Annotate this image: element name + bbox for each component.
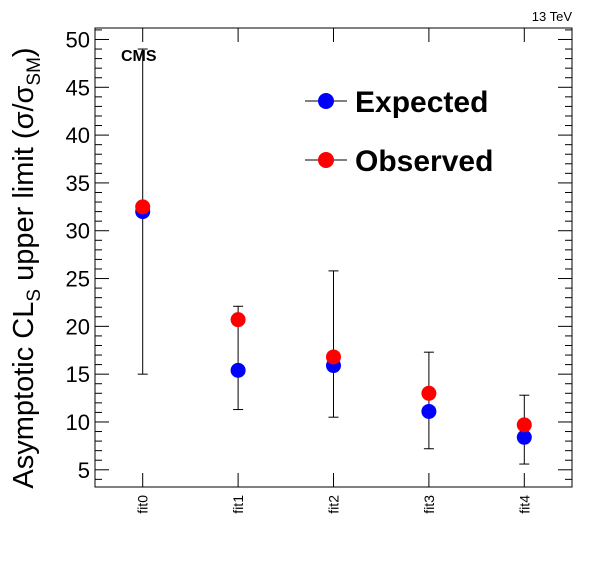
y-tick-label: 35 xyxy=(66,171,90,196)
plot-frame xyxy=(94,27,573,488)
expected-point xyxy=(421,403,437,419)
y-tick-label: 15 xyxy=(66,362,90,387)
x-tick-label: fit0 xyxy=(135,495,151,514)
legend: Expected Observed xyxy=(305,86,493,178)
observed-point xyxy=(516,417,532,433)
y-tick-label: 30 xyxy=(66,219,90,244)
expected-point xyxy=(516,429,532,445)
y-tick-label: 5 xyxy=(78,458,90,483)
observed-point xyxy=(135,199,151,215)
y-tick-label: 20 xyxy=(66,314,90,339)
legend-label-observed: Observed xyxy=(355,145,493,178)
y-axis: 5 10 15 20 25 30 35 40 45 50 xyxy=(66,27,572,483)
x-axis: fit0 fit1 fit2 fit3 fit4 xyxy=(135,28,532,514)
cms-label: CMS xyxy=(121,48,157,65)
markers xyxy=(135,199,532,445)
observed-point xyxy=(230,312,246,328)
legend-marker-observed xyxy=(318,152,334,168)
y-axis-title: Asymptotic CLS upper limit (σ/σSM) xyxy=(8,47,45,488)
x-tick-label: fit4 xyxy=(516,495,532,514)
observed-point xyxy=(326,349,341,365)
observed-point xyxy=(421,385,437,401)
x-tick-label: fit2 xyxy=(326,495,342,514)
x-tick-label: fit3 xyxy=(421,495,437,514)
y-axis-title-main: Asymptotic CL xyxy=(8,302,40,489)
y-axis-title-sub-sm: SM xyxy=(24,57,45,86)
y-axis-title-close: ) xyxy=(8,47,40,57)
y-axis-title-rest: upper limit (σ/σ xyxy=(8,85,40,288)
y-axis-title-sub-s: S xyxy=(24,289,45,302)
expected-point xyxy=(230,362,246,378)
y-tick-label: 45 xyxy=(66,75,90,100)
legend-marker-expected xyxy=(318,93,334,109)
x-tick-label: fit1 xyxy=(230,495,246,514)
y-tick-label: 10 xyxy=(66,410,90,435)
y-tick-label: 50 xyxy=(66,27,90,52)
energy-label: 13 TeV xyxy=(532,9,573,24)
y-tick-label: 40 xyxy=(66,123,90,148)
legend-label-expected: Expected xyxy=(355,86,488,119)
y-tick-label: 25 xyxy=(66,267,90,292)
